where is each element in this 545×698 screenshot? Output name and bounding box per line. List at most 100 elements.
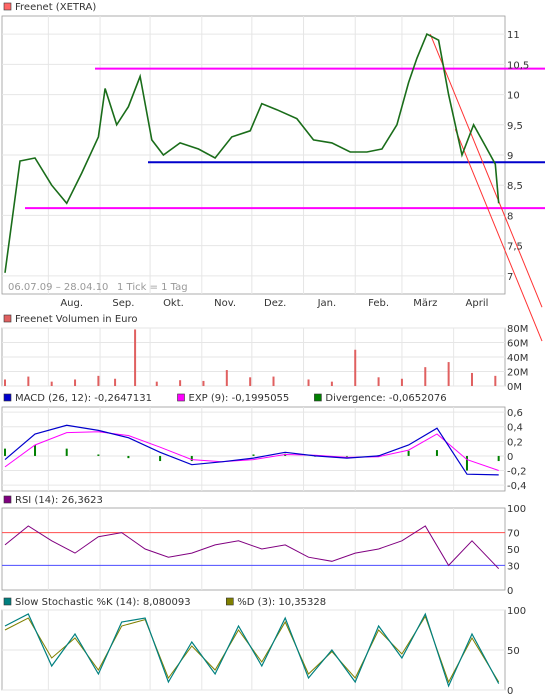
macd-divergence-bar [190,455,193,462]
rsi-plot-area [1,507,506,591]
price-xtick-label: Dez. [264,298,286,309]
price-xtick-label: April [466,298,489,309]
price-tick-note: 1 Tick = 1 Tag [117,282,188,293]
price-xtick-label: Nov. [214,298,236,309]
macd-divergence-bar [465,455,468,471]
volume-bar [307,379,310,386]
macd-legend-swatch-2 [314,393,322,402]
volume-bar [272,376,275,386]
trend-channel-lower [454,128,543,342]
macd-ytick-label: 0,6 [507,408,523,419]
volume-bar [27,376,30,386]
macd-divergence-bar [407,450,410,456]
macd-legend-swatch-0 [3,393,12,402]
macd-divergence-bar [127,455,130,459]
rsi-ytick-label: 100 [507,504,526,515]
rsi-line [4,525,500,570]
macd-ytick-label: 0,4 [507,423,523,434]
volume-bar [494,375,497,386]
stoch-ytick-label: 0 [507,686,513,697]
volume-bar [249,377,252,386]
macd-divergence-bar [252,454,255,456]
macd-divergence-bar [34,444,37,456]
rsi-panel: RSI (14): 26,3623 0 30 50 70 100 [1,495,526,597]
volume-ytick-label: 60M [507,339,528,350]
volume-bar [470,372,473,386]
volume-bar [400,378,403,386]
rsi-legend-label-0: RSI (14): 26,3623 [15,495,103,506]
macd-ytick-label: 0 [507,452,513,463]
trend-channel-upper [429,33,543,308]
price-ytick-label: 10 [507,91,520,102]
stoch-k-line [4,612,500,688]
volume-ytick-label: 40M [507,353,528,364]
stoch-ytick-label: 100 [507,606,526,617]
macd-divergence-bar [497,455,500,462]
macd-divergence-bar [4,448,6,456]
volume-bar [50,381,53,386]
volume-bar [97,375,100,386]
volume-ytick-label: 20M [507,368,528,379]
macd-ytick-label: 0,2 [507,437,523,448]
price-xtick-label: Jan. [317,298,337,309]
price-series-line [4,32,500,273]
volume-bar [179,380,182,386]
macd-panel: MACD (26, 12): -0,2647131 EXP (9): -0,199… [1,393,527,492]
price-ytick-label: 11 [507,30,520,41]
price-xtick-label: Okt. [163,298,184,309]
rsi-legend-swatch-0 [3,495,12,504]
volume-bar [202,380,205,386]
macd-divergence-bar [65,448,68,456]
volume-ytick-label: 0M [507,382,522,393]
rsi-ytick-label: 30 [507,561,520,572]
volume-bar [114,378,117,386]
macd-divergence-bar [345,455,348,457]
stoch-legend-label-1: %D (3): 10,35328 [237,597,326,608]
volume-bar [377,377,380,386]
stoch-legend-swatch-0 [3,597,12,606]
macd-legend-swatch-1 [177,393,185,402]
macd-line [4,424,499,476]
price-ytick-label: 7,5 [507,242,523,253]
price-ytick-label: 9 [507,151,513,162]
volume-panel: Freenet Volumen in Euro 0M 20M 40M 60M 80M [1,314,528,393]
macd-legend-label-2: Divergence: -0,0652076 [325,393,446,404]
stoch-legend-label-0: Slow Stochastic %K (14): 8,080093 [15,597,191,608]
stochastic-panel: Slow Stochastic %K (14): 8,080093 %D (3):… [1,597,526,697]
rsi-ytick-label: 0 [507,586,513,597]
macd-divergence-bar [97,454,100,456]
volume-bar [4,379,6,386]
volume-ytick-label: 80M [507,324,528,335]
price-xtick-label: Aug. [60,298,83,309]
price-legend-swatch [3,2,12,11]
volume-bar [155,381,158,386]
price-date-range: 06.07.09 – 28.04.10 [8,282,108,293]
price-panel: Freenet (XETRA) 06.07.09 – 28.04.10 1 Ti… [1,2,545,342]
price-ytick-label: 8 [507,211,513,222]
volume-bar [424,367,427,386]
stoch-ytick-label: 50 [507,646,520,657]
rsi-ytick-label: 70 [507,529,520,540]
macd-signal-line [4,431,499,471]
price-ytick-label: 10,5 [507,60,529,71]
stoch-legend-swatch-1 [226,597,234,606]
price-ytick-label: 9,5 [507,121,523,132]
rsi-ytick-label: 50 [507,545,520,556]
volume-bar [134,329,137,386]
macd-legend-label-1: EXP (9): -0,1995055 [189,393,290,404]
price-xtick-label: Sep. [112,298,134,309]
volume-legend-swatch [3,314,12,323]
price-xtick-label: März [413,298,437,309]
volume-title: Freenet Volumen in Euro [15,314,137,325]
macd-plot-area [1,406,506,492]
macd-divergence-bar [159,455,162,462]
macd-ytick-label: -0,2 [507,467,527,478]
price-ytick-label: 8,5 [507,181,523,192]
volume-bar [354,349,357,386]
macd-legend-label-0: MACD (26, 12): -0,2647131 [15,393,152,404]
price-ytick-label: 7 [507,272,513,283]
volume-bar [74,379,77,386]
price-xtick-label: Feb. [368,298,389,309]
volume-bar [447,362,450,386]
